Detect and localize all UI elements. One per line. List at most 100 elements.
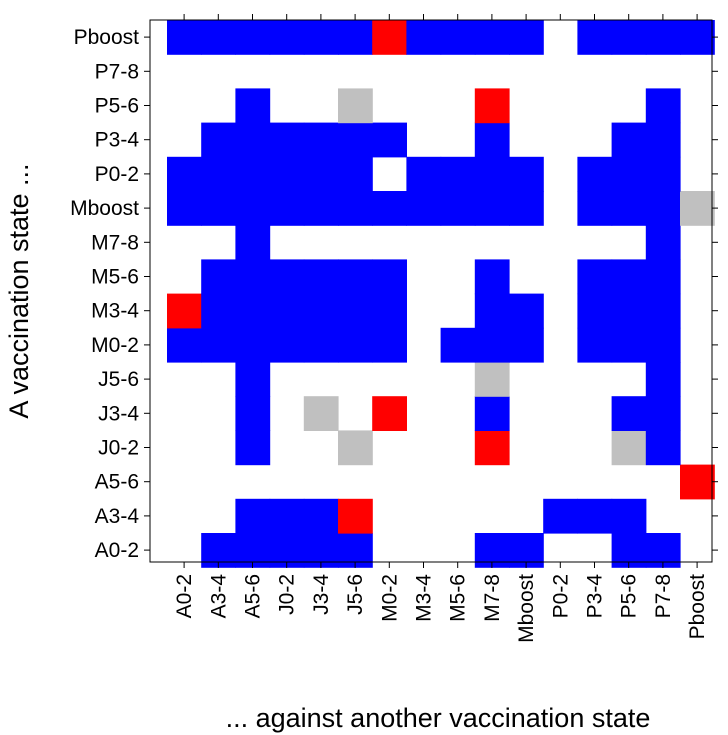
heatmap-cell <box>440 156 476 192</box>
heatmap-cell <box>372 259 407 295</box>
x-tick-label: M0-2 <box>378 574 401 622</box>
heatmap-cell <box>645 293 681 329</box>
heatmap-cell <box>235 293 271 329</box>
heatmap-cell <box>201 259 236 295</box>
y-tick-label: A0-2 <box>95 539 139 562</box>
heatmap-cell <box>611 259 647 295</box>
heatmap-cell <box>509 293 544 329</box>
x-tick-label: J5-6 <box>344 574 367 615</box>
heatmap-cell <box>372 396 407 431</box>
heatmap-cell <box>269 327 305 363</box>
heatmap-cell <box>303 396 339 431</box>
heatmap-cell <box>235 88 271 124</box>
y-tick-label: J0-2 <box>98 437 139 460</box>
heatmap-cell <box>338 430 373 466</box>
heatmap-cells <box>167 20 715 568</box>
x-axis-ticks: A0-2 A3-4 A5-6 J0-2 J3-4 J5-6 M0-2 M3-4 M5-6 M7-8… <box>173 14 709 643</box>
heatmap-cell <box>167 156 202 192</box>
heatmap-cell <box>645 122 681 158</box>
heatmap-cell <box>645 191 681 226</box>
heatmap-cell <box>440 191 476 226</box>
heatmap-cell <box>338 20 373 55</box>
x-tick-label: M5-6 <box>447 574 470 622</box>
heatmap-cell <box>406 191 442 226</box>
heatmap-cell <box>269 122 305 158</box>
heatmap-cell <box>269 20 305 55</box>
y-tick-label: M0-2 <box>91 334 139 357</box>
y-tick-label: M7-8 <box>91 231 139 254</box>
heatmap-cell <box>303 20 339 55</box>
heatmap-cell <box>303 191 339 226</box>
heatmap-cell <box>235 498 271 534</box>
y-tick-label: J5-6 <box>98 368 139 391</box>
heatmap-cell <box>269 156 305 192</box>
x-tick-label: P3-4 <box>584 574 607 619</box>
heatmap-cell <box>645 88 681 124</box>
heatmap-cell <box>406 20 442 55</box>
heatmap-cell <box>645 225 681 260</box>
heatmap-cell <box>167 327 202 363</box>
heatmap-cell <box>577 191 613 226</box>
y-axis-title: A vaccination state ... <box>4 163 34 418</box>
heatmap-cell <box>509 191 544 226</box>
heatmap-cell <box>201 122 236 158</box>
y-tick-label: P0-2 <box>95 163 139 186</box>
heatmap-cell <box>167 191 202 226</box>
heatmap-cell <box>235 191 271 226</box>
heatmap-cell <box>645 327 681 363</box>
heatmap-cell <box>645 430 681 466</box>
heatmap-cell <box>167 20 202 55</box>
x-tick-label: J0-2 <box>276 574 299 615</box>
heatmap-cell <box>338 191 373 226</box>
heatmap-cell <box>577 327 613 363</box>
heatmap-cell <box>645 362 681 397</box>
heatmap-cell <box>509 156 544 192</box>
x-tick-label: M3-4 <box>413 574 436 622</box>
heatmap-cell <box>338 327 373 363</box>
x-tick-label: P7-8 <box>652 574 675 618</box>
y-tick-label: J3-4 <box>98 402 139 425</box>
x-tick-label: Mboost <box>515 574 538 643</box>
x-tick-label: M7-8 <box>481 574 504 622</box>
heatmap-cell <box>440 20 476 55</box>
x-tick-label: P0-2 <box>549 574 572 618</box>
heatmap-cell <box>645 396 681 431</box>
heatmap-cell <box>338 122 373 158</box>
heatmap-cell <box>509 20 544 55</box>
heatmap-cell <box>474 156 510 192</box>
heatmap-cell <box>474 396 510 431</box>
heatmap-cell <box>611 327 647 363</box>
heatmap-cell <box>338 156 373 192</box>
heatmap-cell <box>201 20 236 55</box>
heatmap-cell <box>509 327 544 363</box>
heatmap-cell <box>303 122 339 158</box>
heatmap-cell <box>235 20 271 55</box>
heatmap-cell <box>611 430 647 466</box>
y-tick-label: M3-4 <box>91 300 139 323</box>
heatmap-cell <box>474 88 510 124</box>
heatmap-cell <box>303 498 339 534</box>
heatmap-cell <box>474 259 510 295</box>
y-tick-label: Pboost <box>74 26 140 49</box>
heatmap-cell <box>577 20 613 55</box>
heatmap-cell <box>201 293 236 329</box>
heatmap-cell <box>201 191 236 226</box>
x-tick-label: A3-4 <box>207 574 230 619</box>
y-tick-label: A3-4 <box>95 505 140 528</box>
heatmap-cell <box>577 156 613 192</box>
heatmap-cell <box>303 156 339 192</box>
x-tick-label: A0-2 <box>173 574 196 618</box>
y-tick-label: M5-6 <box>91 266 139 289</box>
heatmap-cell <box>235 396 271 431</box>
heatmap-cell <box>372 327 407 363</box>
x-axis-title: ... against another vaccination state <box>226 703 651 733</box>
heatmap-cell <box>611 156 647 192</box>
x-tick-label: P5-6 <box>618 574 641 618</box>
heatmap-cell <box>474 362 510 397</box>
y-tick-label: P3-4 <box>95 129 140 152</box>
heatmap-cell <box>235 122 271 158</box>
heatmap-cell <box>235 225 271 260</box>
plot-frame <box>149 19 713 563</box>
heatmap-cell <box>167 293 202 329</box>
